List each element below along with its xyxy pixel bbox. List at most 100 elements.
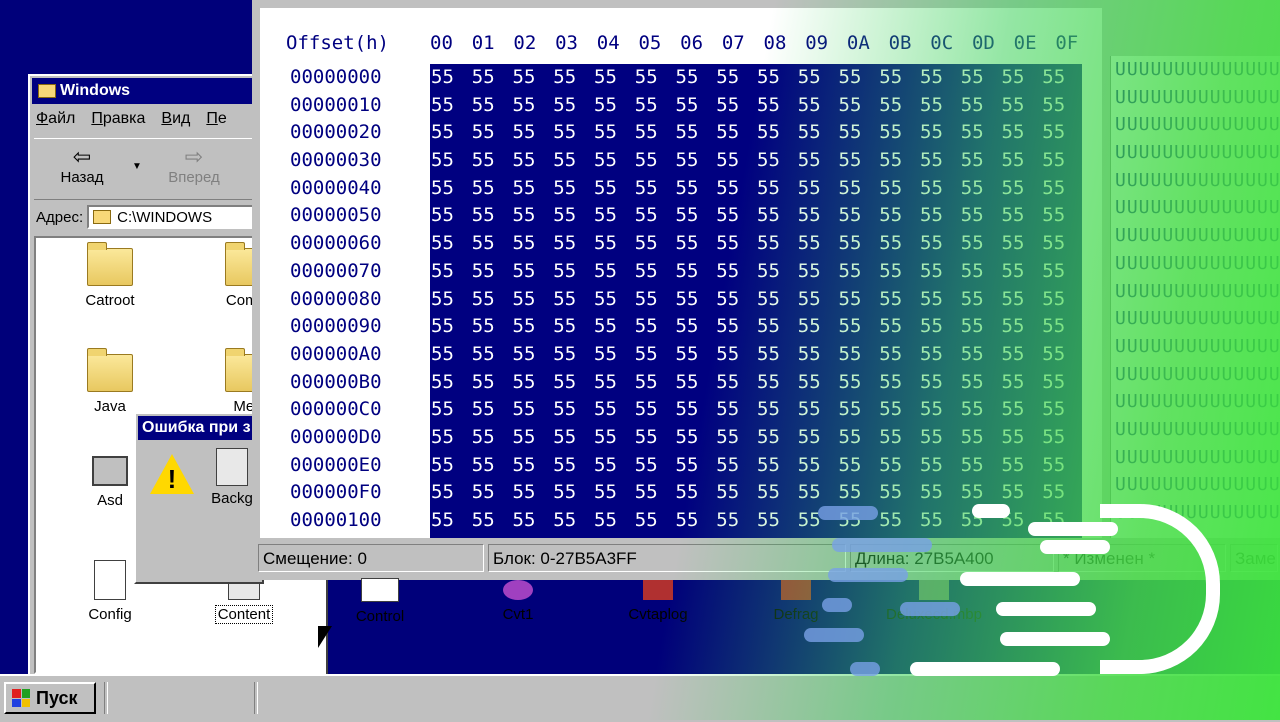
hex-byte[interactable]: 55 [1001,342,1025,365]
hex-byte[interactable]: 55 [594,509,617,531]
hex-byte[interactable]: 55 [553,453,577,476]
hex-byte[interactable]: 55 [797,453,821,476]
hex-byte[interactable]: 55 [716,453,740,476]
hex-byte[interactable]: 55 [512,287,536,310]
hex-byte[interactable]: 55 [960,342,984,365]
hex-byte[interactable]: 55 [675,425,699,448]
hex-byte[interactable]: 55 [920,425,943,448]
hex-byte[interactable]: 55 [431,509,454,531]
hex-byte[interactable]: 55 [920,176,943,199]
hex-byte[interactable]: 55 [757,342,780,365]
hex-byte[interactable]: 55 [879,149,903,172]
hex-byte[interactable]: 55 [757,259,780,282]
hex-byte[interactable]: 55 [675,176,699,199]
hex-byte[interactable]: 55 [512,121,536,144]
hex-byte[interactable]: 55 [1001,149,1025,172]
hex-byte[interactable]: 55 [716,509,740,531]
hex-byte[interactable]: 55 [553,93,577,116]
hex-byte[interactable]: 55 [960,425,984,448]
hex-byte[interactable]: 55 [512,370,536,393]
back-dropdown-icon[interactable]: ▼ [132,161,142,172]
hex-byte[interactable]: 55 [634,342,658,365]
hex-row[interactable]: 55 55 55 55 55 55 55 55 55 55 55 55 55 55 55 55 [430,313,1082,341]
hex-byte[interactable]: 55 [838,232,862,255]
hex-byte[interactable]: 55 [1042,398,1066,421]
hex-byte[interactable]: 55 [838,315,862,338]
hex-byte[interactable]: 55 [920,453,943,476]
hex-byte[interactable]: 55 [879,425,903,448]
hex-byte[interactable]: 55 [512,425,536,448]
hex-byte[interactable]: 55 [1042,176,1066,199]
hex-byte[interactable]: 55 [757,453,780,476]
hex-byte[interactable]: 55 [1001,66,1025,88]
hex-byte[interactable]: 55 [757,66,780,88]
hex-byte[interactable]: 55 [675,232,699,255]
hex-byte[interactable]: 55 [471,232,495,255]
hex-byte[interactable]: 55 [512,342,536,365]
hex-byte[interactable]: 55 [471,481,495,504]
hex-byte[interactable]: 55 [920,149,943,172]
hex-byte[interactable]: 55 [553,121,577,144]
hex-byte[interactable]: 55 [471,121,495,144]
hex-byte[interactable]: 55 [757,481,780,504]
hex-byte[interactable]: 55 [757,370,780,393]
hex-byte[interactable]: 55 [431,287,454,310]
hex-byte[interactable]: 55 [838,342,862,365]
hex-byte[interactable]: 55 [471,176,495,199]
hex-byte[interactable]: 55 [594,232,617,255]
hex-byte[interactable]: 55 [471,66,495,88]
hex-byte[interactable]: 55 [634,232,658,255]
hex-byte[interactable]: 55 [675,259,699,282]
hex-byte[interactable]: 55 [675,342,699,365]
hex-byte[interactable]: 55 [634,204,658,227]
hex-byte[interactable]: 55 [879,121,903,144]
hex-row[interactable]: 55 55 55 55 55 55 55 55 55 55 55 55 55 55 55 55 [430,396,1082,424]
hex-byte[interactable]: 55 [675,370,699,393]
hex-byte[interactable]: 55 [1042,121,1066,144]
hex-byte[interactable]: 55 [838,370,862,393]
menu-go[interactable]: Пе [206,110,227,127]
hex-byte[interactable]: 55 [431,453,454,476]
hex-byte[interactable]: 55 [879,370,903,393]
hex-byte[interactable]: 55 [716,481,740,504]
hex-byte[interactable]: 55 [553,232,577,255]
hex-byte[interactable]: 55 [838,287,862,310]
hex-byte[interactable]: 55 [634,425,658,448]
hex-byte[interactable]: 55 [431,370,454,393]
hex-byte[interactable]: 55 [634,287,658,310]
hex-byte[interactable]: 55 [512,232,536,255]
hex-byte[interactable]: 55 [553,66,577,88]
hex-byte[interactable]: 55 [512,149,536,172]
hex-byte[interactable]: 55 [960,121,984,144]
hex-byte[interactable]: 55 [471,453,495,476]
hex-byte[interactable]: 55 [879,398,903,421]
hex-byte[interactable]: 55 [594,204,617,227]
hex-byte[interactable]: 55 [594,370,617,393]
hex-byte[interactable]: 55 [594,121,617,144]
hex-byte[interactable]: 55 [716,176,740,199]
hex-byte[interactable]: 55 [431,149,454,172]
hex-byte[interactable]: 55 [797,315,821,338]
hex-byte[interactable]: 55 [757,176,780,199]
hex-byte[interactable]: 55 [920,232,943,255]
hex-byte[interactable]: 55 [716,259,740,282]
hex-byte[interactable]: 55 [716,370,740,393]
hex-byte[interactable]: 55 [757,315,780,338]
hex-byte[interactable]: 55 [512,66,536,88]
hex-byte[interactable]: 55 [553,425,577,448]
hex-byte[interactable]: 55 [1042,425,1066,448]
hex-byte[interactable]: 55 [594,481,617,504]
hex-row[interactable]: 55 55 55 55 55 55 55 55 55 55 55 55 55 55 55 55 [430,92,1082,120]
hex-byte[interactable]: 55 [1001,315,1025,338]
hex-byte[interactable]: 55 [675,453,699,476]
hex-byte[interactable]: 55 [634,509,658,531]
hex-byte[interactable]: 55 [1001,453,1025,476]
hex-byte[interactable]: 55 [675,509,699,531]
hex-byte[interactable]: 55 [431,315,454,338]
hex-byte[interactable]: 55 [431,204,454,227]
hex-byte[interactable]: 55 [757,204,780,227]
hex-byte[interactable]: 55 [920,398,943,421]
hex-byte[interactable]: 55 [960,315,984,338]
